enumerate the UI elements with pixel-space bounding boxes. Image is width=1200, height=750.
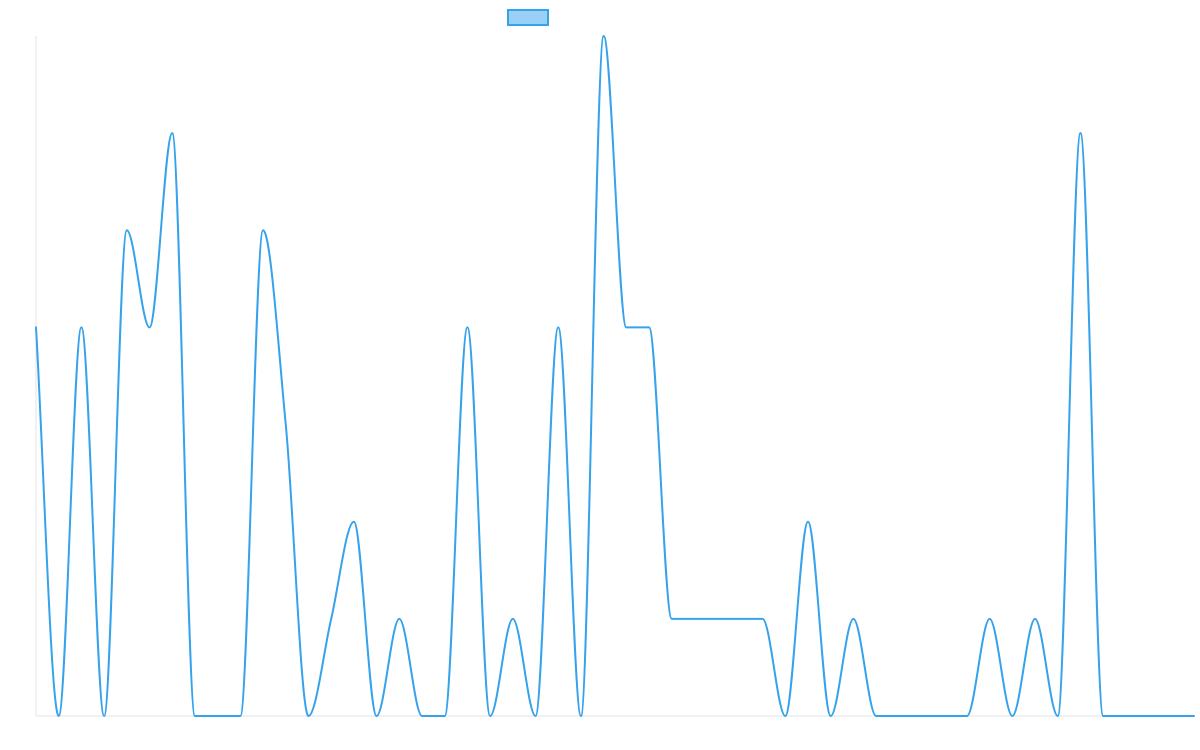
legend[interactable]: [507, 9, 549, 26]
series-group: [35, 35, 1195, 717]
series-line-0[interactable]: [35, 35, 1195, 717]
legend-swatch[interactable]: [507, 9, 549, 26]
